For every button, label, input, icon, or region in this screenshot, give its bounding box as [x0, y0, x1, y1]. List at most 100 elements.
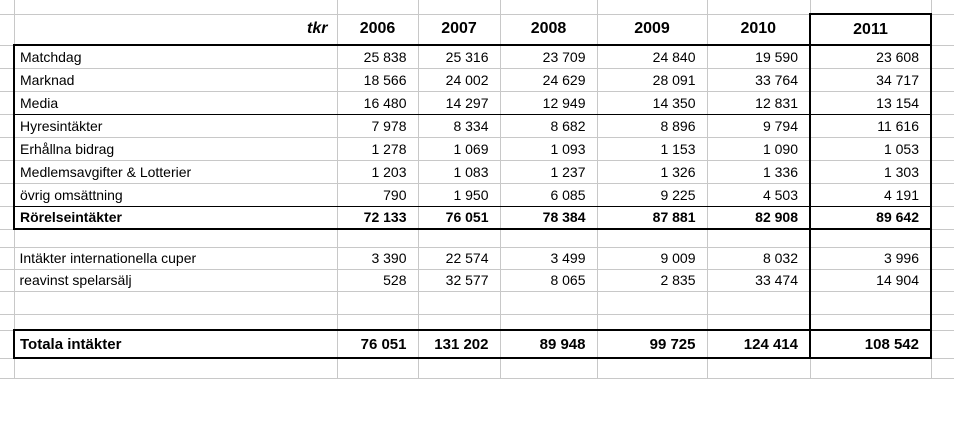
- year-header-2011[interactable]: 2011: [809, 13, 932, 46]
- empty-cell[interactable]: [337, 314, 419, 331]
- empty-cell[interactable]: [931, 14, 954, 46]
- cell-value[interactable]: 99 725: [597, 329, 708, 359]
- row-label[interactable]: Intäkter internationella cuper: [14, 247, 338, 270]
- cell-value[interactable]: 14 350: [597, 91, 708, 115]
- empty-cell[interactable]: [809, 291, 932, 315]
- cell-value[interactable]: 76 051: [337, 329, 419, 359]
- empty-cell[interactable]: [418, 229, 501, 248]
- empty-cell[interactable]: [14, 0, 338, 15]
- empty-cell[interactable]: [0, 160, 15, 184]
- empty-cell[interactable]: [931, 183, 954, 207]
- cell-value[interactable]: 11 616: [809, 114, 932, 138]
- empty-cell[interactable]: [931, 160, 954, 184]
- empty-cell[interactable]: [0, 358, 15, 379]
- cell-value[interactable]: 8 334: [418, 114, 501, 138]
- empty-cell[interactable]: [707, 229, 811, 248]
- empty-cell[interactable]: [0, 0, 15, 15]
- cell-value[interactable]: 8 065: [500, 269, 598, 292]
- empty-cell[interactable]: [707, 291, 811, 315]
- cell-value[interactable]: 131 202: [418, 329, 501, 359]
- cell-value[interactable]: 1 303: [809, 160, 932, 184]
- empty-cell[interactable]: [337, 0, 419, 15]
- row-label[interactable]: Totala intäkter: [13, 329, 338, 359]
- empty-cell[interactable]: [500, 291, 598, 315]
- cell-value[interactable]: 3 996: [809, 247, 932, 270]
- year-header[interactable]: 2007: [418, 14, 501, 46]
- empty-cell[interactable]: [810, 358, 932, 379]
- cell-value[interactable]: 1 153: [597, 137, 708, 161]
- cell-value[interactable]: 19 590: [707, 45, 811, 69]
- empty-cell[interactable]: [597, 358, 708, 379]
- row-label[interactable]: Matchdag: [13, 45, 338, 69]
- empty-cell[interactable]: [597, 291, 708, 315]
- cell-value[interactable]: 18 566: [337, 68, 419, 92]
- year-header[interactable]: 2006: [337, 14, 419, 46]
- row-label[interactable]: Marknad: [13, 68, 338, 92]
- empty-cell[interactable]: [707, 314, 811, 331]
- unit-label[interactable]: tkr: [14, 14, 338, 46]
- empty-cell[interactable]: [0, 45, 15, 69]
- empty-cell[interactable]: [500, 358, 598, 379]
- empty-cell[interactable]: [418, 314, 501, 331]
- empty-cell[interactable]: [809, 229, 932, 248]
- cell-value[interactable]: 82 908: [707, 206, 811, 230]
- row-label[interactable]: Hyresintäkter: [13, 114, 338, 138]
- empty-cell[interactable]: [707, 0, 811, 15]
- cell-value[interactable]: 24 840: [597, 45, 708, 69]
- cell-value[interactable]: 24 629: [500, 68, 598, 92]
- cell-value[interactable]: 108 542: [809, 329, 932, 359]
- cell-value[interactable]: 8 896: [597, 114, 708, 138]
- cell-value[interactable]: 1 069: [418, 137, 501, 161]
- cell-value[interactable]: 8 682: [500, 114, 598, 138]
- empty-cell[interactable]: [500, 0, 598, 15]
- empty-cell[interactable]: [0, 68, 15, 92]
- cell-value[interactable]: 1 278: [337, 137, 419, 161]
- cell-value[interactable]: 1 336: [707, 160, 811, 184]
- empty-cell[interactable]: [809, 314, 932, 331]
- empty-cell[interactable]: [0, 91, 15, 115]
- empty-cell[interactable]: [337, 229, 419, 248]
- empty-cell[interactable]: [500, 314, 598, 331]
- empty-cell[interactable]: [597, 314, 708, 331]
- cell-value[interactable]: 3 499: [500, 247, 598, 270]
- empty-cell[interactable]: [931, 114, 954, 138]
- empty-cell[interactable]: [931, 358, 954, 379]
- row-label[interactable]: reavinst spelarsälj: [14, 269, 338, 292]
- empty-cell[interactable]: [418, 291, 501, 315]
- cell-value[interactable]: 4 503: [707, 183, 811, 207]
- cell-value[interactable]: 14 297: [418, 91, 501, 115]
- cell-value[interactable]: 4 191: [809, 183, 932, 207]
- empty-cell[interactable]: [931, 229, 954, 248]
- empty-cell[interactable]: [931, 247, 954, 270]
- cell-value[interactable]: 9 009: [597, 247, 708, 270]
- cell-value[interactable]: 78 384: [500, 206, 598, 230]
- empty-cell[interactable]: [931, 137, 954, 161]
- cell-value[interactable]: 1 950: [418, 183, 501, 207]
- cell-value[interactable]: 8 032: [707, 247, 811, 270]
- cell-value[interactable]: 1 090: [707, 137, 811, 161]
- cell-value[interactable]: 1 083: [418, 160, 501, 184]
- empty-cell[interactable]: [500, 229, 598, 248]
- cell-value[interactable]: 1 237: [500, 160, 598, 184]
- cell-value[interactable]: 32 577: [418, 269, 501, 292]
- empty-cell[interactable]: [337, 291, 419, 315]
- cell-value[interactable]: 790: [337, 183, 419, 207]
- cell-value[interactable]: 89 642: [809, 206, 932, 230]
- empty-cell[interactable]: [14, 358, 338, 379]
- cell-value[interactable]: 7 978: [337, 114, 419, 138]
- empty-cell[interactable]: [0, 229, 15, 248]
- cell-value[interactable]: 528: [337, 269, 419, 292]
- empty-cell[interactable]: [931, 45, 954, 69]
- cell-value[interactable]: 34 717: [809, 68, 932, 92]
- empty-cell[interactable]: [931, 91, 954, 115]
- cell-value[interactable]: 25 838: [337, 45, 419, 69]
- cell-value[interactable]: 33 764: [707, 68, 811, 92]
- cell-value[interactable]: 16 480: [337, 91, 419, 115]
- row-label[interactable]: Media: [13, 91, 338, 115]
- cell-value[interactable]: 3 390: [337, 247, 419, 270]
- empty-cell[interactable]: [0, 330, 15, 359]
- empty-cell[interactable]: [418, 0, 501, 15]
- cell-value[interactable]: 124 414: [707, 329, 811, 359]
- row-label[interactable]: övrig omsättning: [13, 183, 338, 207]
- empty-cell[interactable]: [707, 358, 811, 379]
